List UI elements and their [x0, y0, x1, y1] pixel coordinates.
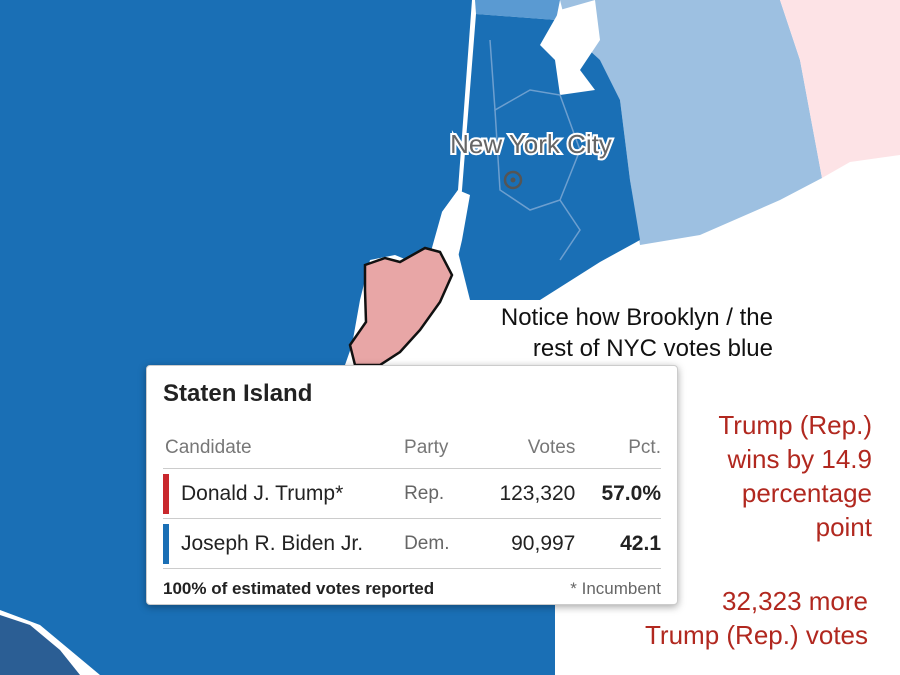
cell: Joseph R. Biden Jr.	[181, 531, 364, 555]
annotation-line: Trump (Rep.)	[718, 410, 872, 440]
header-cell: Pct.	[628, 437, 661, 458]
header-cell: Votes	[527, 437, 576, 458]
city-marker-dot	[510, 177, 516, 183]
annotation-line: 32,323 more	[722, 586, 868, 616]
party-bar	[163, 524, 169, 564]
region-pink	[780, 0, 900, 178]
borough-lines	[494, 109, 561, 211]
region-nyc	[455, 14, 640, 300]
water-strip	[405, 190, 470, 365]
header-cell: Party	[404, 437, 449, 458]
footer: 100% of estimated votes reported * Incum…	[163, 569, 661, 609]
party-bar	[163, 474, 169, 514]
annotation-line: Notice how Brooklyn / the	[500, 304, 773, 331]
cell: 42.1	[620, 531, 661, 555]
annotation: 32,323 more Trump (Rep.) votes	[560, 584, 868, 652]
annotation: Notice how Brooklyn / the rest of NYC vo…	[420, 302, 773, 364]
cell: Rep.	[404, 482, 445, 504]
cell: 90,997	[511, 531, 576, 555]
annotation: Trump (Rep.) wins by 14.9 percentage poi…	[620, 408, 872, 544]
region-light-blue-top	[475, 0, 560, 20]
water	[540, 0, 600, 95]
hatched-area	[0, 615, 80, 675]
candidate-row: Joseph R. Biden Jr. Dem. 90,997 42.1	[163, 519, 661, 569]
header-row: Candidate Party Votes Pct.	[163, 428, 661, 469]
annotation-line: rest of NYC votes blue	[532, 335, 773, 362]
region-light-blue	[560, 0, 822, 245]
tooltip: Staten Island Candidate Party Votes Pct.…	[146, 365, 678, 605]
annotation-line: point	[815, 512, 872, 542]
cell: Dem.	[404, 532, 450, 554]
tooltip-title: Staten Island	[163, 380, 313, 407]
footer-text: 100% of estimated votes reported	[163, 579, 435, 598]
candidate-row: Donald J. Trump* Rep. 123,320 57.0%	[163, 469, 661, 519]
cell: Donald J. Trump*	[181, 481, 344, 505]
city-label: New York City	[450, 129, 612, 159]
cell: 123,320	[499, 481, 576, 505]
staten-island	[348, 246, 454, 367]
city-marker	[503, 170, 523, 190]
cell: 57.0%	[601, 481, 661, 505]
borough-lines	[489, 39, 581, 261]
annotation-line: Trump (Rep.) votes	[645, 620, 868, 650]
footnote: * Incumbent	[570, 579, 661, 598]
annotation-line: percentage	[741, 478, 872, 508]
header-cell: Candidate	[165, 437, 252, 458]
annotation-line: wins by 14.9	[727, 444, 872, 474]
